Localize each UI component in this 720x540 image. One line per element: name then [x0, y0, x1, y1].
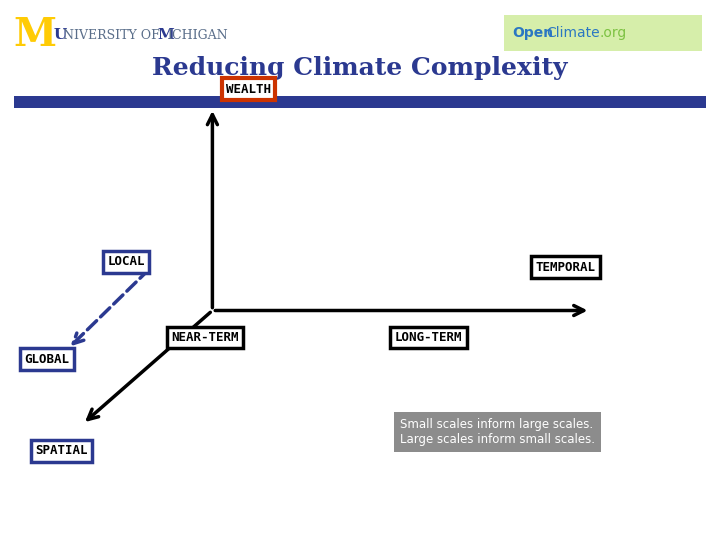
Text: LONG-TERM: LONG-TERM [395, 331, 462, 344]
Text: .org: .org [599, 26, 626, 40]
Text: M: M [13, 16, 56, 54]
Text: ICHIGAN: ICHIGAN [167, 29, 228, 42]
Text: U: U [54, 28, 67, 42]
Text: Climate: Climate [546, 26, 599, 40]
Text: Reducing Climate Complexity: Reducing Climate Complexity [152, 56, 568, 79]
Text: M: M [157, 28, 174, 42]
Text: Open: Open [513, 26, 554, 40]
Bar [14, 96, 706, 108]
Text: NEAR-TERM: NEAR-TERM [171, 331, 239, 344]
Text: TEMPORAL: TEMPORAL [535, 261, 595, 274]
Text: WEALTH: WEALTH [226, 83, 271, 96]
Text: NIVERSITY OF: NIVERSITY OF [63, 29, 164, 42]
FancyBboxPatch shape [504, 15, 702, 51]
Text: Small scales inform large scales.
Large scales inform small scales.: Small scales inform large scales. Large … [400, 418, 595, 446]
Text: SPATIAL: SPATIAL [35, 444, 87, 457]
Text: LOCAL: LOCAL [107, 255, 145, 268]
Text: GLOBAL: GLOBAL [24, 353, 69, 366]
